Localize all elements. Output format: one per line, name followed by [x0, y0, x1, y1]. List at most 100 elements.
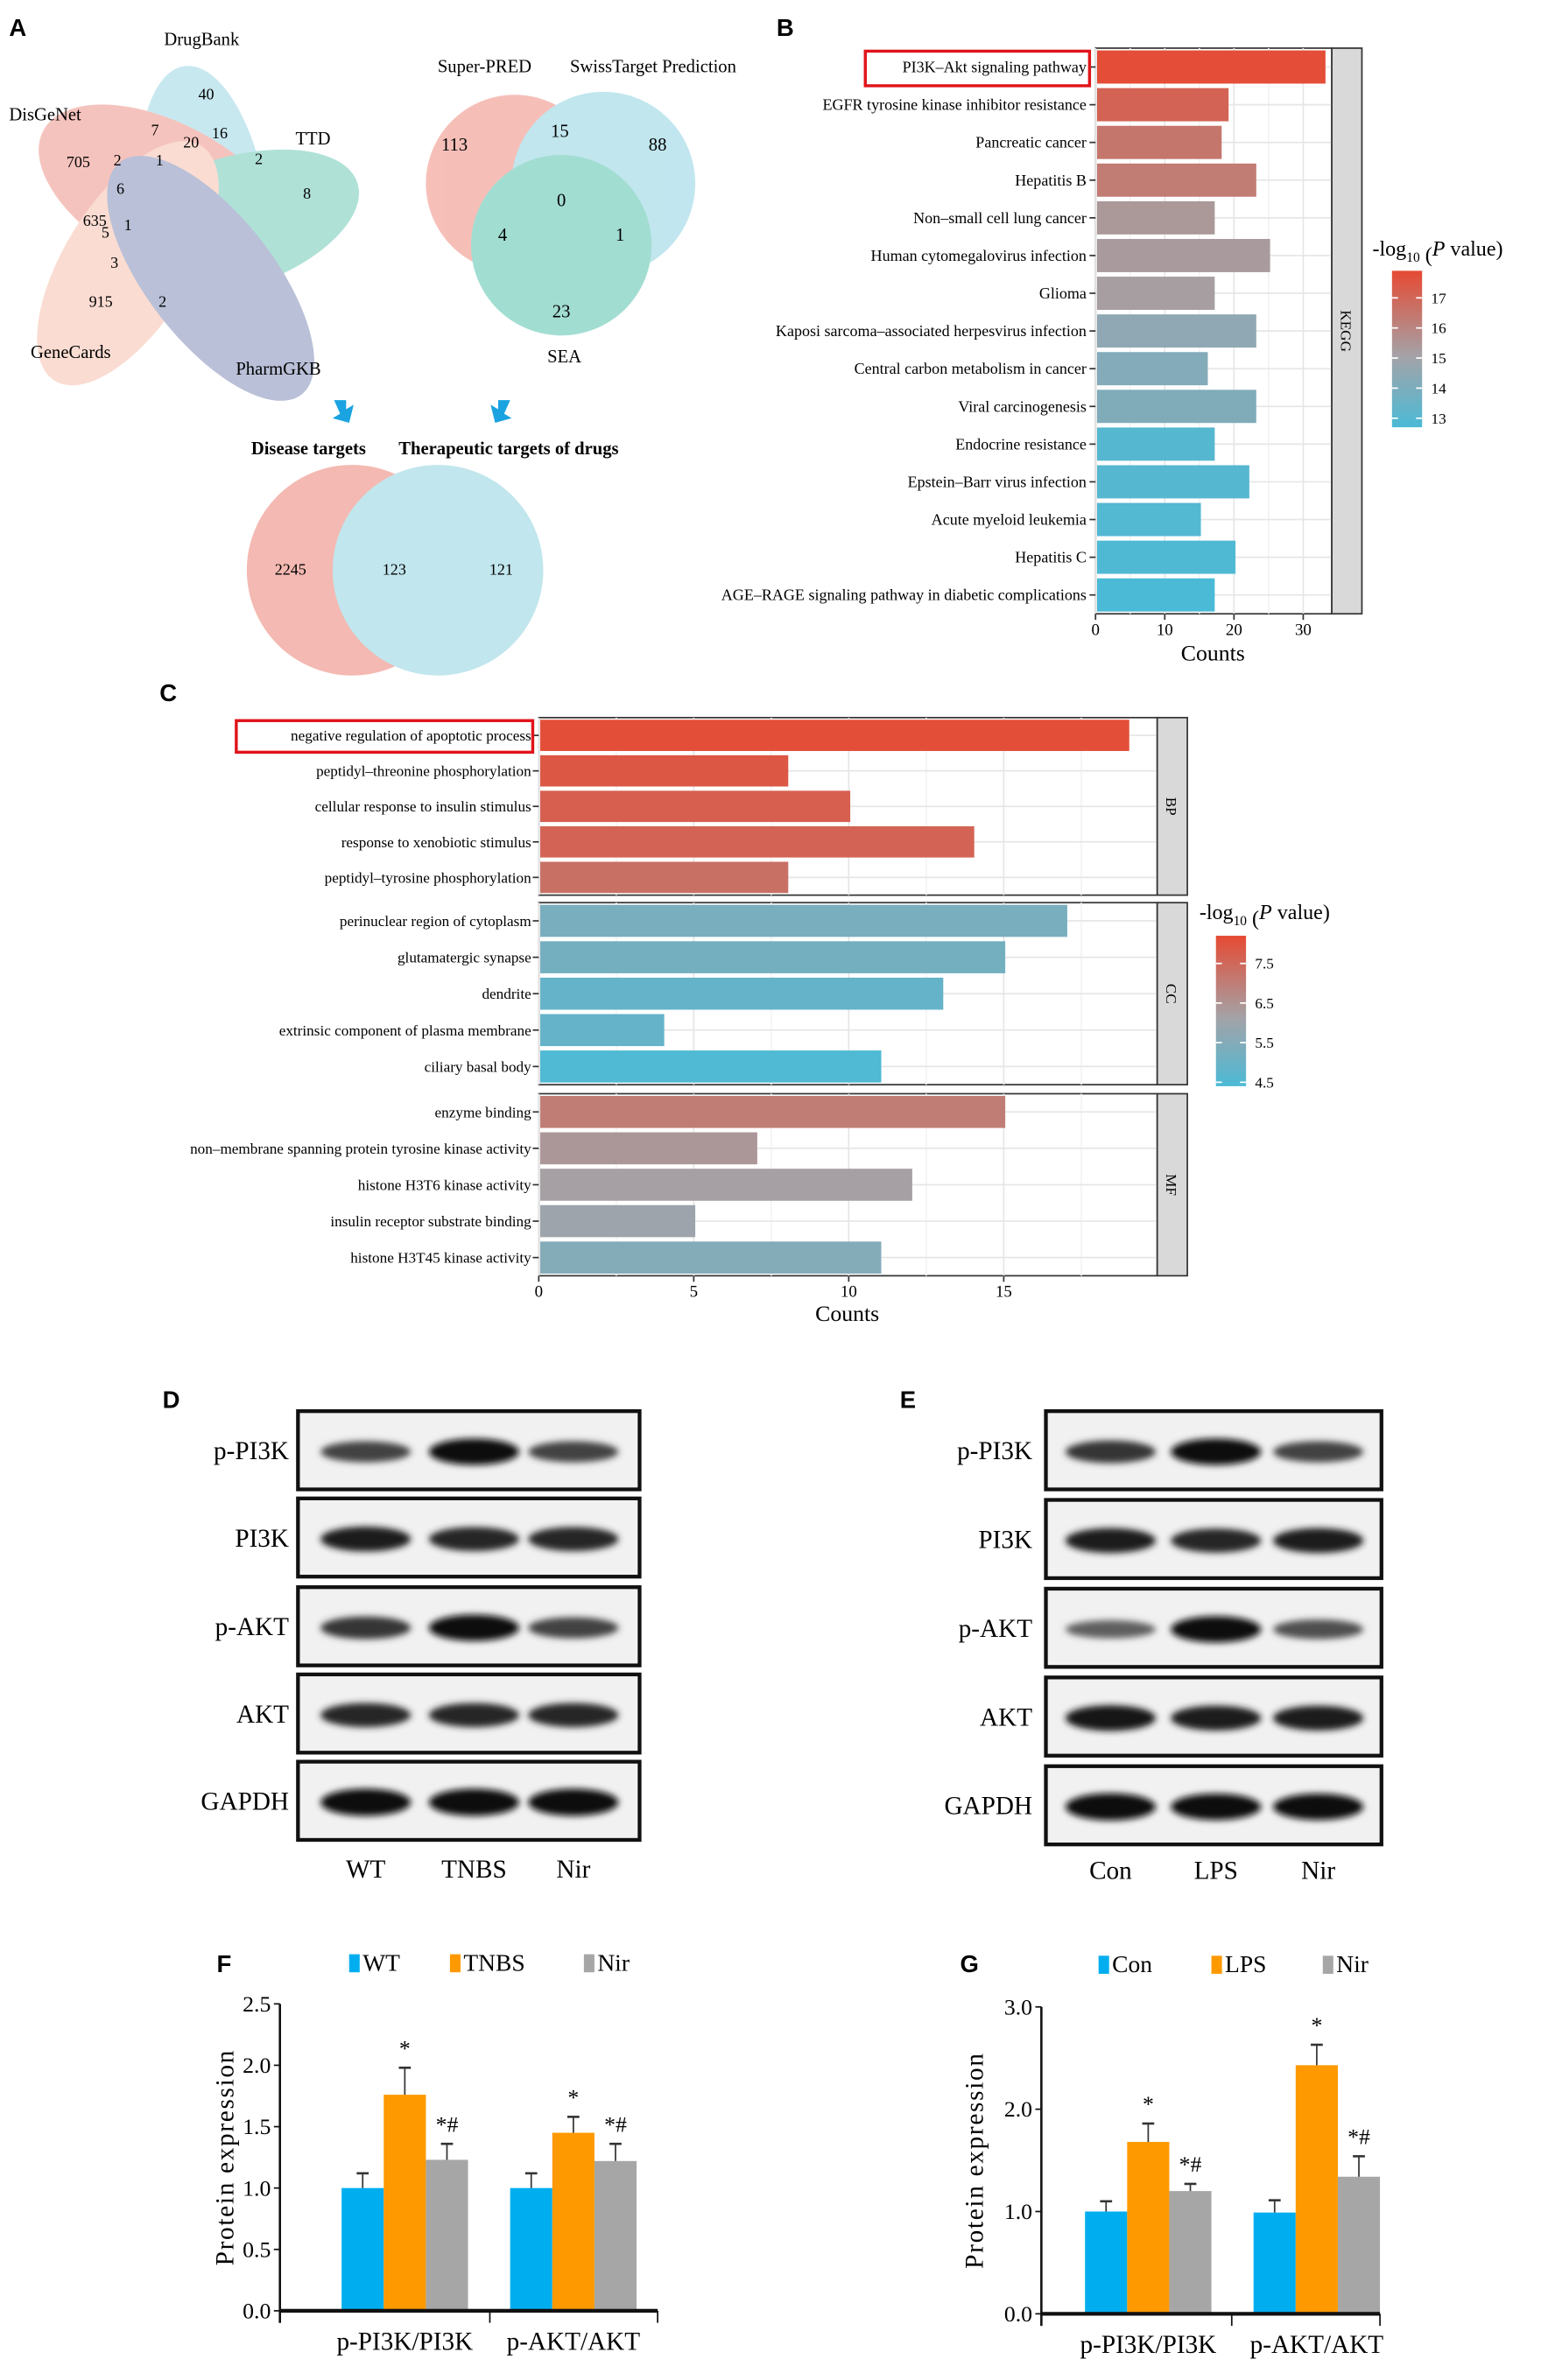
panel-label-d: D	[163, 1387, 180, 1414]
bar	[552, 2132, 595, 2311]
y-tick-label: 1.5	[243, 2114, 271, 2139]
category-label: p-PI3K/PI3K	[1080, 2331, 1217, 2359]
y-tick-label: 2.0	[243, 2053, 271, 2078]
venn-label: TTD	[295, 130, 330, 149]
venn-count: 915	[89, 293, 113, 311]
venn-count: 15	[551, 122, 569, 141]
legend-label: WT	[362, 1950, 400, 1976]
legend-swatch	[1098, 1955, 1109, 1974]
bar	[540, 1241, 882, 1274]
category-label: non–membrane spanning protein tyrosine k…	[190, 1141, 531, 1157]
protein-band	[528, 1617, 619, 1639]
bar	[540, 1095, 1006, 1128]
significance-mark: *#	[604, 2111, 627, 2137]
category-label: cellular response to insulin stimulus	[315, 798, 531, 815]
protein-expression-chart-g: Con LPS Nir * * *# *# 0.0 1.0 2.0 3.0 Protein expre…	[960, 1951, 1383, 2359]
venn-count: 20	[183, 133, 199, 151]
bar	[1096, 163, 1256, 197]
venn-label: DisGeNet	[9, 105, 81, 124]
venn-count: 705	[67, 153, 90, 171]
bar	[1096, 277, 1215, 310]
venn-count: 113	[441, 136, 468, 155]
panel-label-b: B	[777, 14, 794, 41]
y-tick-label: 1.0	[1004, 2199, 1032, 2224]
bar	[1096, 502, 1201, 537]
protein-band	[428, 1527, 519, 1551]
bar	[1096, 125, 1222, 159]
y-tick-label: 2.0	[1004, 2096, 1032, 2122]
y-tick-label: 3.0	[1004, 1994, 1032, 2019]
protein-band	[1065, 1793, 1156, 1821]
venn-count: 1	[616, 226, 624, 245]
protein-band	[428, 1614, 519, 1641]
x-tick-label: 0	[535, 1283, 543, 1302]
venn-three-labels: Super-PRED SwissTarget Prediction SEA 11…	[438, 57, 736, 367]
color-bar-tick-label: 5.5	[1255, 1035, 1273, 1051]
protein-band	[1171, 1528, 1262, 1553]
protein-band	[428, 1788, 519, 1816]
protein-band	[1065, 1440, 1156, 1464]
panel-label-c: C	[159, 679, 177, 706]
color-bar-tick-label: 4.5	[1255, 1074, 1273, 1091]
bar	[1127, 2142, 1170, 2314]
bar	[540, 755, 789, 787]
blot-row-label: AKT	[236, 1701, 289, 1729]
legend-label: Nir	[597, 1950, 630, 1976]
protein-expression-chart-f: WT TNBS Nir * * *# *# 0.0 0.5 1.0 1.5 2.0 2.5 Protein…	[211, 1950, 658, 2356]
venn-count: 1	[124, 216, 132, 234]
venn-label: DrugBank	[164, 31, 240, 50]
venn-label: Super-PRED	[438, 57, 531, 76]
venn-count: 635	[83, 212, 107, 229]
category-label: dendrite	[482, 986, 531, 1002]
category-label: EGFR tyrosine kinase inhibitor resistanc…	[822, 96, 1086, 114]
highlight-box	[863, 49, 1092, 88]
venn-five-labels: DrugBank DisGeNet TTD GeneCards PharmGKB…	[9, 31, 330, 379]
category-label: p-AKT/AKT	[1250, 2331, 1384, 2359]
venn-three-set	[426, 91, 696, 336]
category-label: AGE–RAGE signaling pathway in diabetic c…	[721, 586, 1087, 604]
venn-count: 23	[552, 303, 571, 322]
bar	[1169, 2191, 1212, 2314]
significance-mark: *	[1143, 2091, 1154, 2117]
facet-strip	[1156, 716, 1188, 896]
facet-strip	[1156, 902, 1188, 1086]
venn-label: Therapeutic targets of drugs	[398, 439, 618, 459]
bar	[1295, 2065, 1338, 2314]
x-tick-label: 0	[1092, 621, 1100, 639]
venn-count: 2	[158, 293, 166, 311]
venn-count: 1	[156, 151, 164, 169]
significance-mark: *#	[436, 2111, 459, 2137]
facet-strip	[1331, 47, 1363, 615]
protein-band	[528, 1703, 619, 1728]
color-bar-tick-label: 16	[1432, 320, 1447, 337]
protein-band	[528, 1527, 619, 1551]
venn-label: SEA	[547, 348, 581, 367]
venn-label: SwissTarget Prediction	[570, 57, 736, 76]
bar	[540, 1132, 757, 1165]
lane-label: WT	[346, 1856, 386, 1884]
significance-mark: *	[1311, 2012, 1322, 2038]
venn-count: 123	[383, 561, 406, 579]
bar	[1096, 390, 1256, 424]
bar	[1096, 88, 1229, 122]
bar	[341, 2187, 384, 2311]
venn-label: Disease targets	[251, 439, 366, 459]
venn-set-pharmgkb	[107, 155, 314, 401]
facet-label: KEGG	[1337, 310, 1354, 352]
category-label: Viral carcinogenesis	[958, 397, 1087, 415]
facet-label: BP	[1163, 797, 1179, 816]
blot-row-label: GAPDH	[944, 1793, 1032, 1821]
y-tick-label: 1.0	[243, 2175, 271, 2201]
protein-band	[1273, 1441, 1364, 1463]
panel-label-a: A	[9, 14, 26, 41]
y-tick-label: 2.5	[243, 1991, 271, 2017]
blot-row-label: p-AKT	[215, 1613, 290, 1641]
lane-label: Nir	[556, 1856, 590, 1884]
bar	[540, 825, 975, 858]
facet-label: CC	[1163, 984, 1179, 1004]
venn-count: 8	[303, 185, 311, 202]
category-label: Epstein–Barr virus infection	[908, 473, 1087, 490]
arrow-down-icon	[490, 400, 512, 423]
bar	[1096, 50, 1326, 84]
panel-label-g: G	[960, 1950, 979, 1977]
